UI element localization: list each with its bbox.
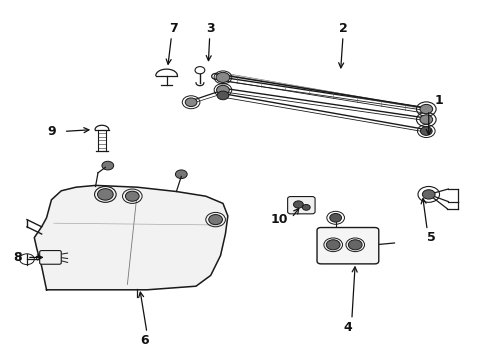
- Text: 7: 7: [170, 22, 178, 35]
- Circle shape: [422, 190, 435, 199]
- Circle shape: [302, 204, 310, 210]
- Text: 8: 8: [13, 251, 22, 264]
- FancyBboxPatch shape: [317, 228, 379, 264]
- Text: 6: 6: [140, 334, 149, 347]
- Text: 9: 9: [47, 125, 56, 138]
- Polygon shape: [34, 185, 228, 290]
- Circle shape: [326, 240, 340, 250]
- Circle shape: [209, 215, 222, 225]
- Circle shape: [420, 115, 433, 124]
- Circle shape: [185, 98, 197, 107]
- Circle shape: [420, 127, 432, 135]
- Circle shape: [348, 240, 362, 250]
- Circle shape: [98, 189, 113, 200]
- Circle shape: [216, 72, 230, 82]
- Circle shape: [420, 104, 433, 114]
- Circle shape: [330, 213, 342, 222]
- Text: 10: 10: [270, 213, 288, 226]
- Circle shape: [125, 191, 139, 201]
- Text: 2: 2: [339, 22, 347, 35]
- FancyBboxPatch shape: [40, 251, 61, 264]
- Circle shape: [175, 170, 187, 179]
- Circle shape: [217, 91, 229, 100]
- Text: 5: 5: [427, 231, 436, 244]
- Text: 1: 1: [434, 94, 443, 107]
- Circle shape: [102, 161, 114, 170]
- Text: 3: 3: [206, 22, 215, 35]
- Text: 4: 4: [343, 321, 352, 334]
- Circle shape: [294, 201, 303, 208]
- FancyBboxPatch shape: [288, 197, 315, 214]
- Circle shape: [217, 85, 229, 95]
